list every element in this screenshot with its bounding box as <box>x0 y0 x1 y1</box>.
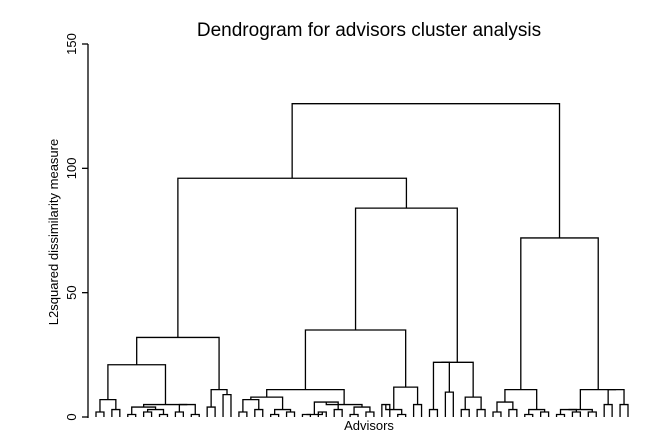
merge-i4 <box>325 402 363 408</box>
merge-h3 <box>306 412 323 416</box>
merge-t3 <box>607 388 625 405</box>
merge-n5 <box>476 408 486 417</box>
merge-s1 <box>555 413 566 417</box>
merge-r1 <box>492 411 502 417</box>
merge-b2 <box>142 411 153 417</box>
merge-r5 <box>540 411 550 417</box>
merge-r7 <box>504 388 538 410</box>
merge-e2 <box>222 393 232 417</box>
merge-p1 <box>354 207 458 363</box>
merge-s4 <box>587 411 597 417</box>
merge-k4 <box>412 403 423 417</box>
merge-h4 <box>333 408 343 417</box>
merge-n3 <box>432 361 450 410</box>
merge-s2 <box>571 411 582 417</box>
merge-n4 <box>460 408 470 417</box>
merge-c2 <box>190 413 200 417</box>
merge-r2 <box>508 408 518 417</box>
y-axis-label: L2squared dissimilarity measure <box>46 139 61 325</box>
merge-c1 <box>174 411 184 417</box>
merge-g4 <box>270 413 280 417</box>
merge-root <box>291 103 561 238</box>
merge-b3 <box>158 413 169 417</box>
merge-s5 <box>568 408 593 413</box>
merge-t1 <box>603 403 613 417</box>
y-tick-label-2: 100 <box>64 157 79 179</box>
merge-e1 <box>206 406 216 417</box>
merge-i3 <box>353 406 371 415</box>
merge-f2 <box>136 336 220 390</box>
merge-d1 <box>142 403 188 408</box>
dendrogram-links <box>95 103 629 417</box>
chart-title: Dendrogram for advisors cluster analysis <box>197 20 541 41</box>
merge-f1 <box>107 364 167 405</box>
merge-i1 <box>349 413 359 417</box>
merge-g7 <box>250 396 284 410</box>
merge-a1 <box>95 411 105 417</box>
merge-k2 <box>397 413 407 417</box>
merge-u2 <box>520 237 599 390</box>
merge-q1 <box>177 177 408 338</box>
y-axis-ticks: 0 50 100 150 <box>64 33 88 421</box>
merge-c3 <box>178 403 196 415</box>
merge-n1 <box>428 408 439 417</box>
merge-a2 <box>111 408 121 417</box>
y-tick-label-0: 0 <box>64 413 79 420</box>
x-axis-label: Advisors <box>344 418 394 433</box>
merge-n7 <box>441 361 474 398</box>
merge-g5 <box>285 411 296 417</box>
merge-r4 <box>524 413 534 417</box>
merge-j1 <box>266 388 345 405</box>
merge-s3 <box>559 408 578 415</box>
merge-r3 <box>496 401 514 413</box>
merge-t2 <box>619 403 629 417</box>
merge-n2 <box>444 391 454 417</box>
merge-g2 <box>254 408 264 417</box>
merge-i2 <box>365 411 375 417</box>
y-tick-label-3: 150 <box>64 33 79 55</box>
y-tick-label-1: 50 <box>64 285 79 299</box>
merge-n6 <box>464 396 482 410</box>
merge-u1 <box>579 388 617 410</box>
merge-m1 <box>304 329 407 390</box>
merge-e3 <box>210 388 228 408</box>
merge-g1 <box>238 411 248 417</box>
merge-b1 <box>127 413 137 417</box>
